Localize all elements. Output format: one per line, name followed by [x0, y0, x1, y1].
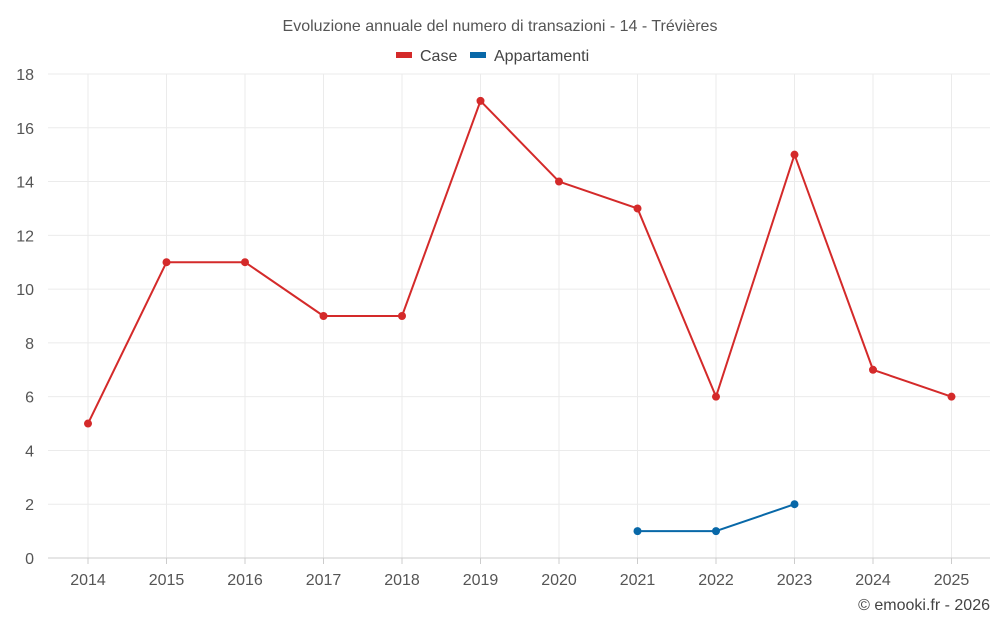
credit-text: © emooki.fr - 2026: [858, 597, 990, 614]
x-tick-label: 2019: [463, 572, 499, 589]
x-tick-label: 2017: [306, 572, 342, 589]
x-tick-label: 2021: [620, 572, 656, 589]
data-point-appartamenti-2022[interactable]: [712, 527, 720, 536]
legend: Case Appartamenti: [396, 48, 589, 65]
y-tick-label: 16: [16, 121, 34, 138]
series-line-case: [87, 99, 952, 424]
legend-swatch-appartamenti: [470, 52, 486, 58]
y-tick-label: 0: [25, 551, 34, 568]
y-tick-label: 2: [25, 497, 34, 514]
series: [84, 96, 956, 536]
data-point-case-2021[interactable]: [633, 204, 642, 213]
y-tick-label: 8: [25, 336, 34, 353]
legend-swatch-case: [396, 52, 412, 58]
x-tick-label: 2020: [541, 572, 577, 589]
data-point-case-2016[interactable]: [241, 258, 249, 267]
x-tick-label: 2024: [855, 572, 891, 589]
legend-label-case[interactable]: Case: [420, 48, 457, 65]
y-tick-label: 14: [16, 175, 34, 192]
x-tick-label: 2023: [777, 572, 813, 589]
x-tick-label: 2014: [70, 572, 106, 589]
data-point-case-2024[interactable]: [869, 365, 877, 374]
data-point-appartamenti-2023[interactable]: [790, 500, 799, 509]
chart-title: Evoluzione annuale del numero di transaz…: [283, 18, 718, 35]
data-point-case-2019[interactable]: [476, 96, 485, 105]
y-tick-label: 18: [16, 67, 34, 84]
y-tick-label: 4: [25, 443, 34, 460]
data-point-case-2023[interactable]: [790, 150, 799, 159]
data-point-case-2015[interactable]: [162, 258, 171, 267]
x-tick-label: 2016: [227, 572, 263, 589]
x-tick-label: 2015: [149, 572, 185, 589]
legend-label-appartamenti[interactable]: Appartamenti: [494, 48, 589, 65]
y-tick-label: 6: [25, 390, 34, 407]
data-point-case-2020[interactable]: [555, 177, 563, 186]
x-tick-label: 2022: [698, 572, 734, 589]
data-point-appartamenti-2021[interactable]: [633, 527, 642, 536]
data-point-case-2025[interactable]: [947, 392, 956, 401]
data-point-case-2018[interactable]: [398, 312, 406, 320]
data-point-case-2022[interactable]: [712, 392, 720, 401]
data-point-case-2014[interactable]: [84, 419, 92, 428]
axes: 0 2 4 6 8 10 12 14 16 18 2014 2015 2016 2017 2018 2019 2…: [16, 67, 990, 589]
data-point-case-2017[interactable]: [319, 312, 328, 320]
x-tick-label: 2025: [934, 572, 970, 589]
y-tick-label: 12: [16, 228, 34, 245]
x-tick-label: 2018: [384, 572, 420, 589]
grid: [48, 73, 990, 558]
y-tick-label: 10: [16, 282, 34, 299]
